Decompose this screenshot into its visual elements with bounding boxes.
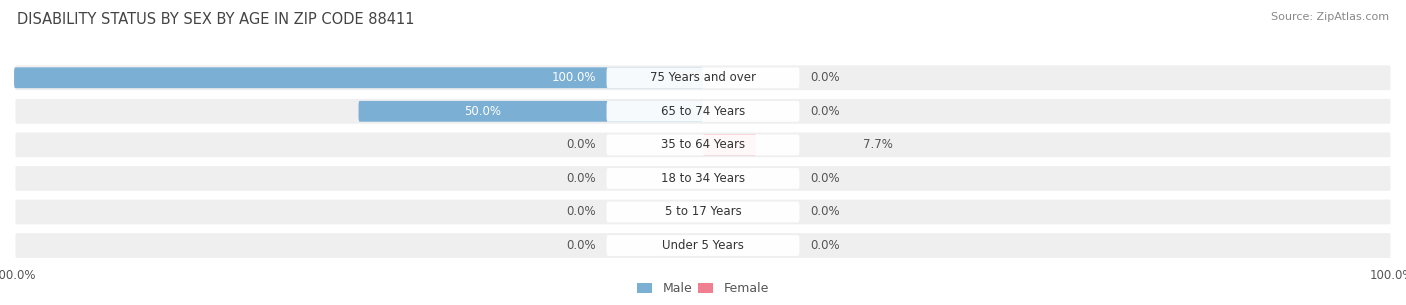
FancyBboxPatch shape (14, 232, 1392, 259)
FancyBboxPatch shape (14, 98, 1392, 125)
Text: 0.0%: 0.0% (567, 206, 596, 218)
Text: Source: ZipAtlas.com: Source: ZipAtlas.com (1271, 12, 1389, 22)
Text: 0.0%: 0.0% (810, 105, 839, 118)
FancyBboxPatch shape (14, 67, 703, 88)
FancyBboxPatch shape (14, 131, 1392, 159)
Text: 0.0%: 0.0% (810, 206, 839, 218)
Text: 0.0%: 0.0% (810, 172, 839, 185)
Text: 7.7%: 7.7% (863, 138, 893, 151)
FancyBboxPatch shape (359, 101, 703, 122)
FancyBboxPatch shape (606, 101, 800, 122)
Legend: Male, Female: Male, Female (633, 277, 773, 300)
Text: 35 to 64 Years: 35 to 64 Years (661, 138, 745, 151)
Text: 0.0%: 0.0% (567, 239, 596, 252)
Text: 100.0%: 100.0% (551, 71, 596, 84)
FancyBboxPatch shape (14, 198, 1392, 226)
Text: 0.0%: 0.0% (567, 138, 596, 151)
Text: 18 to 34 Years: 18 to 34 Years (661, 172, 745, 185)
FancyBboxPatch shape (606, 202, 800, 222)
Text: Under 5 Years: Under 5 Years (662, 239, 744, 252)
FancyBboxPatch shape (703, 135, 756, 155)
Text: 75 Years and over: 75 Years and over (650, 71, 756, 84)
FancyBboxPatch shape (14, 165, 1392, 192)
FancyBboxPatch shape (606, 135, 800, 155)
Text: 65 to 74 Years: 65 to 74 Years (661, 105, 745, 118)
Text: 0.0%: 0.0% (810, 239, 839, 252)
Text: DISABILITY STATUS BY SEX BY AGE IN ZIP CODE 88411: DISABILITY STATUS BY SEX BY AGE IN ZIP C… (17, 12, 415, 27)
Text: 5 to 17 Years: 5 to 17 Years (665, 206, 741, 218)
FancyBboxPatch shape (606, 168, 800, 189)
Text: 0.0%: 0.0% (810, 71, 839, 84)
FancyBboxPatch shape (14, 64, 1392, 92)
Text: 50.0%: 50.0% (464, 105, 501, 118)
Text: 0.0%: 0.0% (567, 172, 596, 185)
FancyBboxPatch shape (606, 235, 800, 256)
FancyBboxPatch shape (606, 67, 800, 88)
